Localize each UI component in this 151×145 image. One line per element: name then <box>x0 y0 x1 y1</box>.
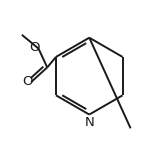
Text: O: O <box>29 41 40 54</box>
Text: N: N <box>84 116 94 129</box>
Text: O: O <box>22 75 32 88</box>
